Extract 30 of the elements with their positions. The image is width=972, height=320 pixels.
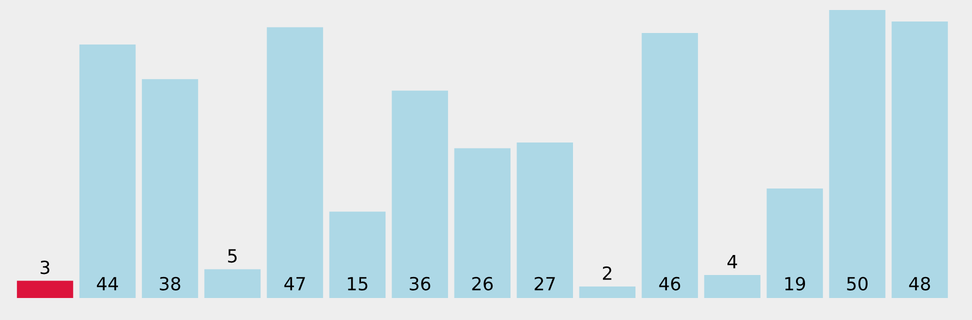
- bar: [142, 79, 198, 298]
- bar: [766, 188, 823, 298]
- data-label: 47: [284, 277, 305, 290]
- bar: [579, 286, 636, 298]
- bar: [266, 27, 324, 298]
- bar: [204, 269, 261, 298]
- data-label: 26: [472, 276, 493, 290]
- data-label: 36: [410, 276, 430, 290]
- data-label: 5: [228, 249, 237, 263]
- bar: [829, 10, 886, 298]
- bar: [454, 148, 511, 298]
- bar: [329, 212, 386, 298]
- data-label: 48: [909, 276, 930, 290]
- data-label: 46: [659, 276, 680, 290]
- bar: [16, 280, 74, 298]
- data-label: 50: [847, 276, 868, 290]
- bar: [79, 44, 136, 298]
- data-label: 44: [96, 277, 118, 290]
- data-label: 38: [160, 276, 180, 290]
- data-label: 2: [602, 266, 612, 280]
- data-label: 27: [534, 276, 555, 290]
- data-label: 4: [727, 255, 738, 268]
- bar: [892, 22, 948, 298]
- bar: [704, 274, 760, 298]
- bar: [642, 33, 698, 298]
- data-label: 15: [348, 277, 368, 290]
- data-label: 19: [785, 276, 806, 290]
- bar: [392, 90, 448, 298]
- data-label: 3: [40, 260, 50, 274]
- bar: [516, 142, 573, 298]
